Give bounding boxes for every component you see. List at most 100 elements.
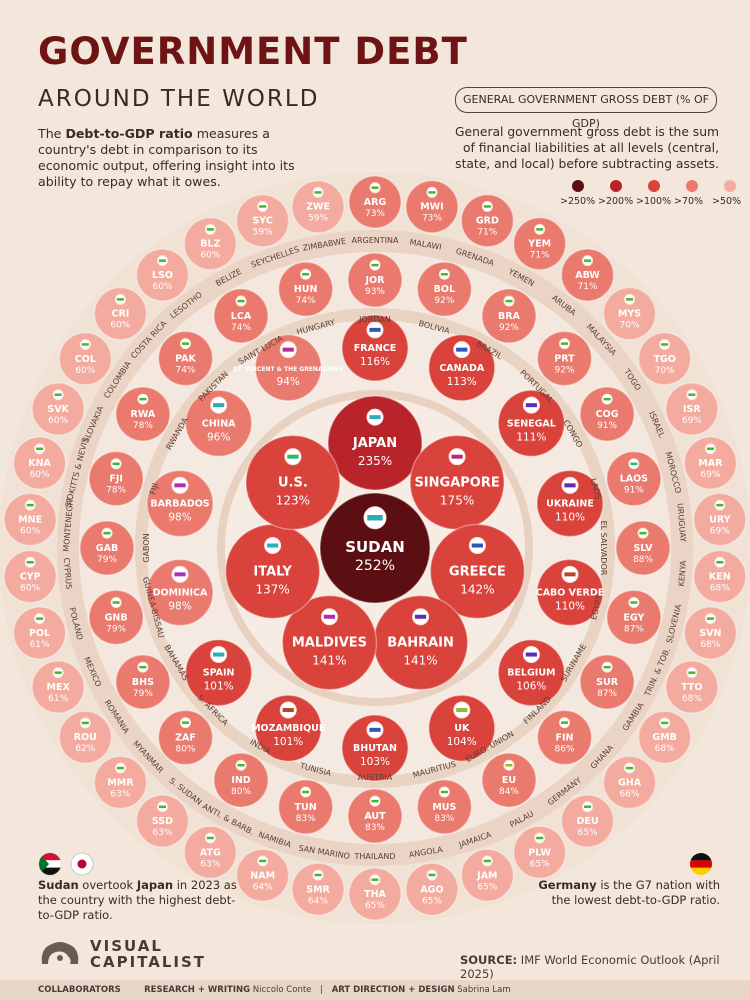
country-bubble — [157, 709, 214, 766]
legend-label: >100% — [636, 196, 672, 207]
country-name: LAOS — [620, 474, 648, 485]
flag-stripe — [688, 671, 696, 674]
country-value: 137% — [255, 582, 289, 596]
country-ring-label: THAILAND — [354, 852, 396, 861]
country-name: MOZAMBIQUE — [251, 723, 325, 734]
country-bubble — [536, 469, 604, 538]
flag-stripe — [456, 347, 468, 352]
flag-icon — [426, 186, 438, 198]
flag-icon — [204, 223, 216, 235]
flag-icon — [279, 701, 297, 719]
country-name: SSD — [152, 816, 173, 827]
country-value: 87% — [597, 689, 617, 699]
flag-icon — [79, 338, 91, 350]
flag-icon — [503, 295, 515, 307]
flag-stripe — [174, 483, 186, 488]
country-name: JAPAN — [352, 436, 397, 451]
country-bubble — [512, 216, 567, 271]
country-name: BOL — [434, 284, 455, 295]
flag-icon — [503, 759, 515, 771]
flag-icon — [114, 293, 126, 305]
country-bubble — [31, 382, 85, 436]
note-sudan-post: in 2023 as the country with the highest … — [38, 878, 237, 922]
country-name: MYS — [618, 309, 641, 320]
flag-icon — [369, 874, 381, 886]
flag-icon — [628, 597, 640, 609]
flag-icon — [101, 527, 113, 539]
flag-stripe — [371, 186, 379, 189]
country-value: 80% — [231, 787, 251, 797]
flag-icon — [257, 855, 269, 867]
visual-capitalist-logo — [41, 942, 79, 964]
flag-icon — [24, 556, 36, 568]
country-name: GNB — [105, 612, 128, 623]
footer-research-name: Niccolo Conte — [252, 985, 312, 995]
country-name: PLW — [528, 847, 551, 858]
flag-stripe — [139, 665, 147, 669]
sudan-japan-flags — [38, 852, 96, 880]
flag-icon — [279, 341, 297, 359]
flag-stripe — [505, 763, 513, 767]
country-value: 71% — [578, 282, 598, 292]
country-bubble — [428, 694, 496, 762]
flag-stripe — [661, 721, 669, 725]
country-ring-label: GABON — [142, 533, 151, 562]
country-bubble — [579, 654, 635, 710]
country-value: 74% — [231, 323, 251, 333]
country-value: 70% — [620, 321, 640, 331]
country-name: POL — [29, 628, 50, 639]
flag-pair-icon — [38, 852, 94, 876]
country-name: PRT — [554, 353, 575, 364]
country-name: SLV — [634, 543, 654, 554]
flag-stripe — [26, 561, 34, 564]
country-value: 123% — [276, 494, 310, 508]
country-bubble — [58, 710, 113, 764]
flag-stripe — [440, 273, 448, 276]
flag-stripe — [237, 299, 245, 303]
flag-icon — [52, 389, 64, 401]
country-value: 61% — [30, 640, 50, 650]
flag-stripe — [471, 543, 483, 548]
flag-icon — [438, 786, 450, 798]
country-value: 79% — [97, 555, 117, 565]
flag-stripe — [54, 671, 62, 674]
flag-stripe — [428, 873, 436, 877]
country-bubble — [281, 594, 378, 691]
country-value: 68% — [700, 640, 720, 650]
flag-icon — [426, 869, 438, 881]
country-value: 68% — [655, 744, 675, 754]
country-name: GAB — [96, 543, 118, 554]
flag-icon — [179, 338, 191, 350]
country-value: 175% — [440, 494, 474, 508]
country-name: AGO — [420, 884, 443, 895]
country-value: 71% — [530, 251, 550, 261]
country-name: BRA — [498, 311, 521, 322]
country-name: AUT — [364, 811, 386, 822]
country-bubble — [405, 179, 459, 234]
country-bubble — [88, 589, 144, 646]
flag-icon — [369, 259, 381, 271]
flag-icon — [137, 393, 149, 405]
flag-icon — [559, 717, 571, 729]
country-bubble — [93, 755, 148, 810]
country-name: ST. VINCENT & THE GRENADINES — [233, 366, 343, 373]
flag-stripe — [451, 454, 463, 459]
country-value: 84% — [499, 787, 519, 797]
country-value: 70% — [655, 366, 675, 376]
flag-icon — [366, 721, 384, 739]
country-value: 96% — [207, 431, 230, 443]
country-value: 104% — [447, 736, 477, 748]
legend-swatch — [724, 180, 736, 192]
country-value: 88% — [633, 555, 653, 565]
flag-icon — [481, 855, 493, 867]
flag-stripe — [564, 483, 576, 488]
country-bubble — [183, 825, 238, 880]
country-bubble — [637, 332, 692, 386]
note-sudan-bold: Sudan — [38, 878, 79, 892]
country-value: 101% — [204, 681, 234, 693]
legend-label: >70% — [674, 196, 704, 207]
country-bubble — [277, 261, 334, 317]
flag-stripe — [158, 805, 166, 808]
country-name: TUN — [295, 802, 317, 813]
